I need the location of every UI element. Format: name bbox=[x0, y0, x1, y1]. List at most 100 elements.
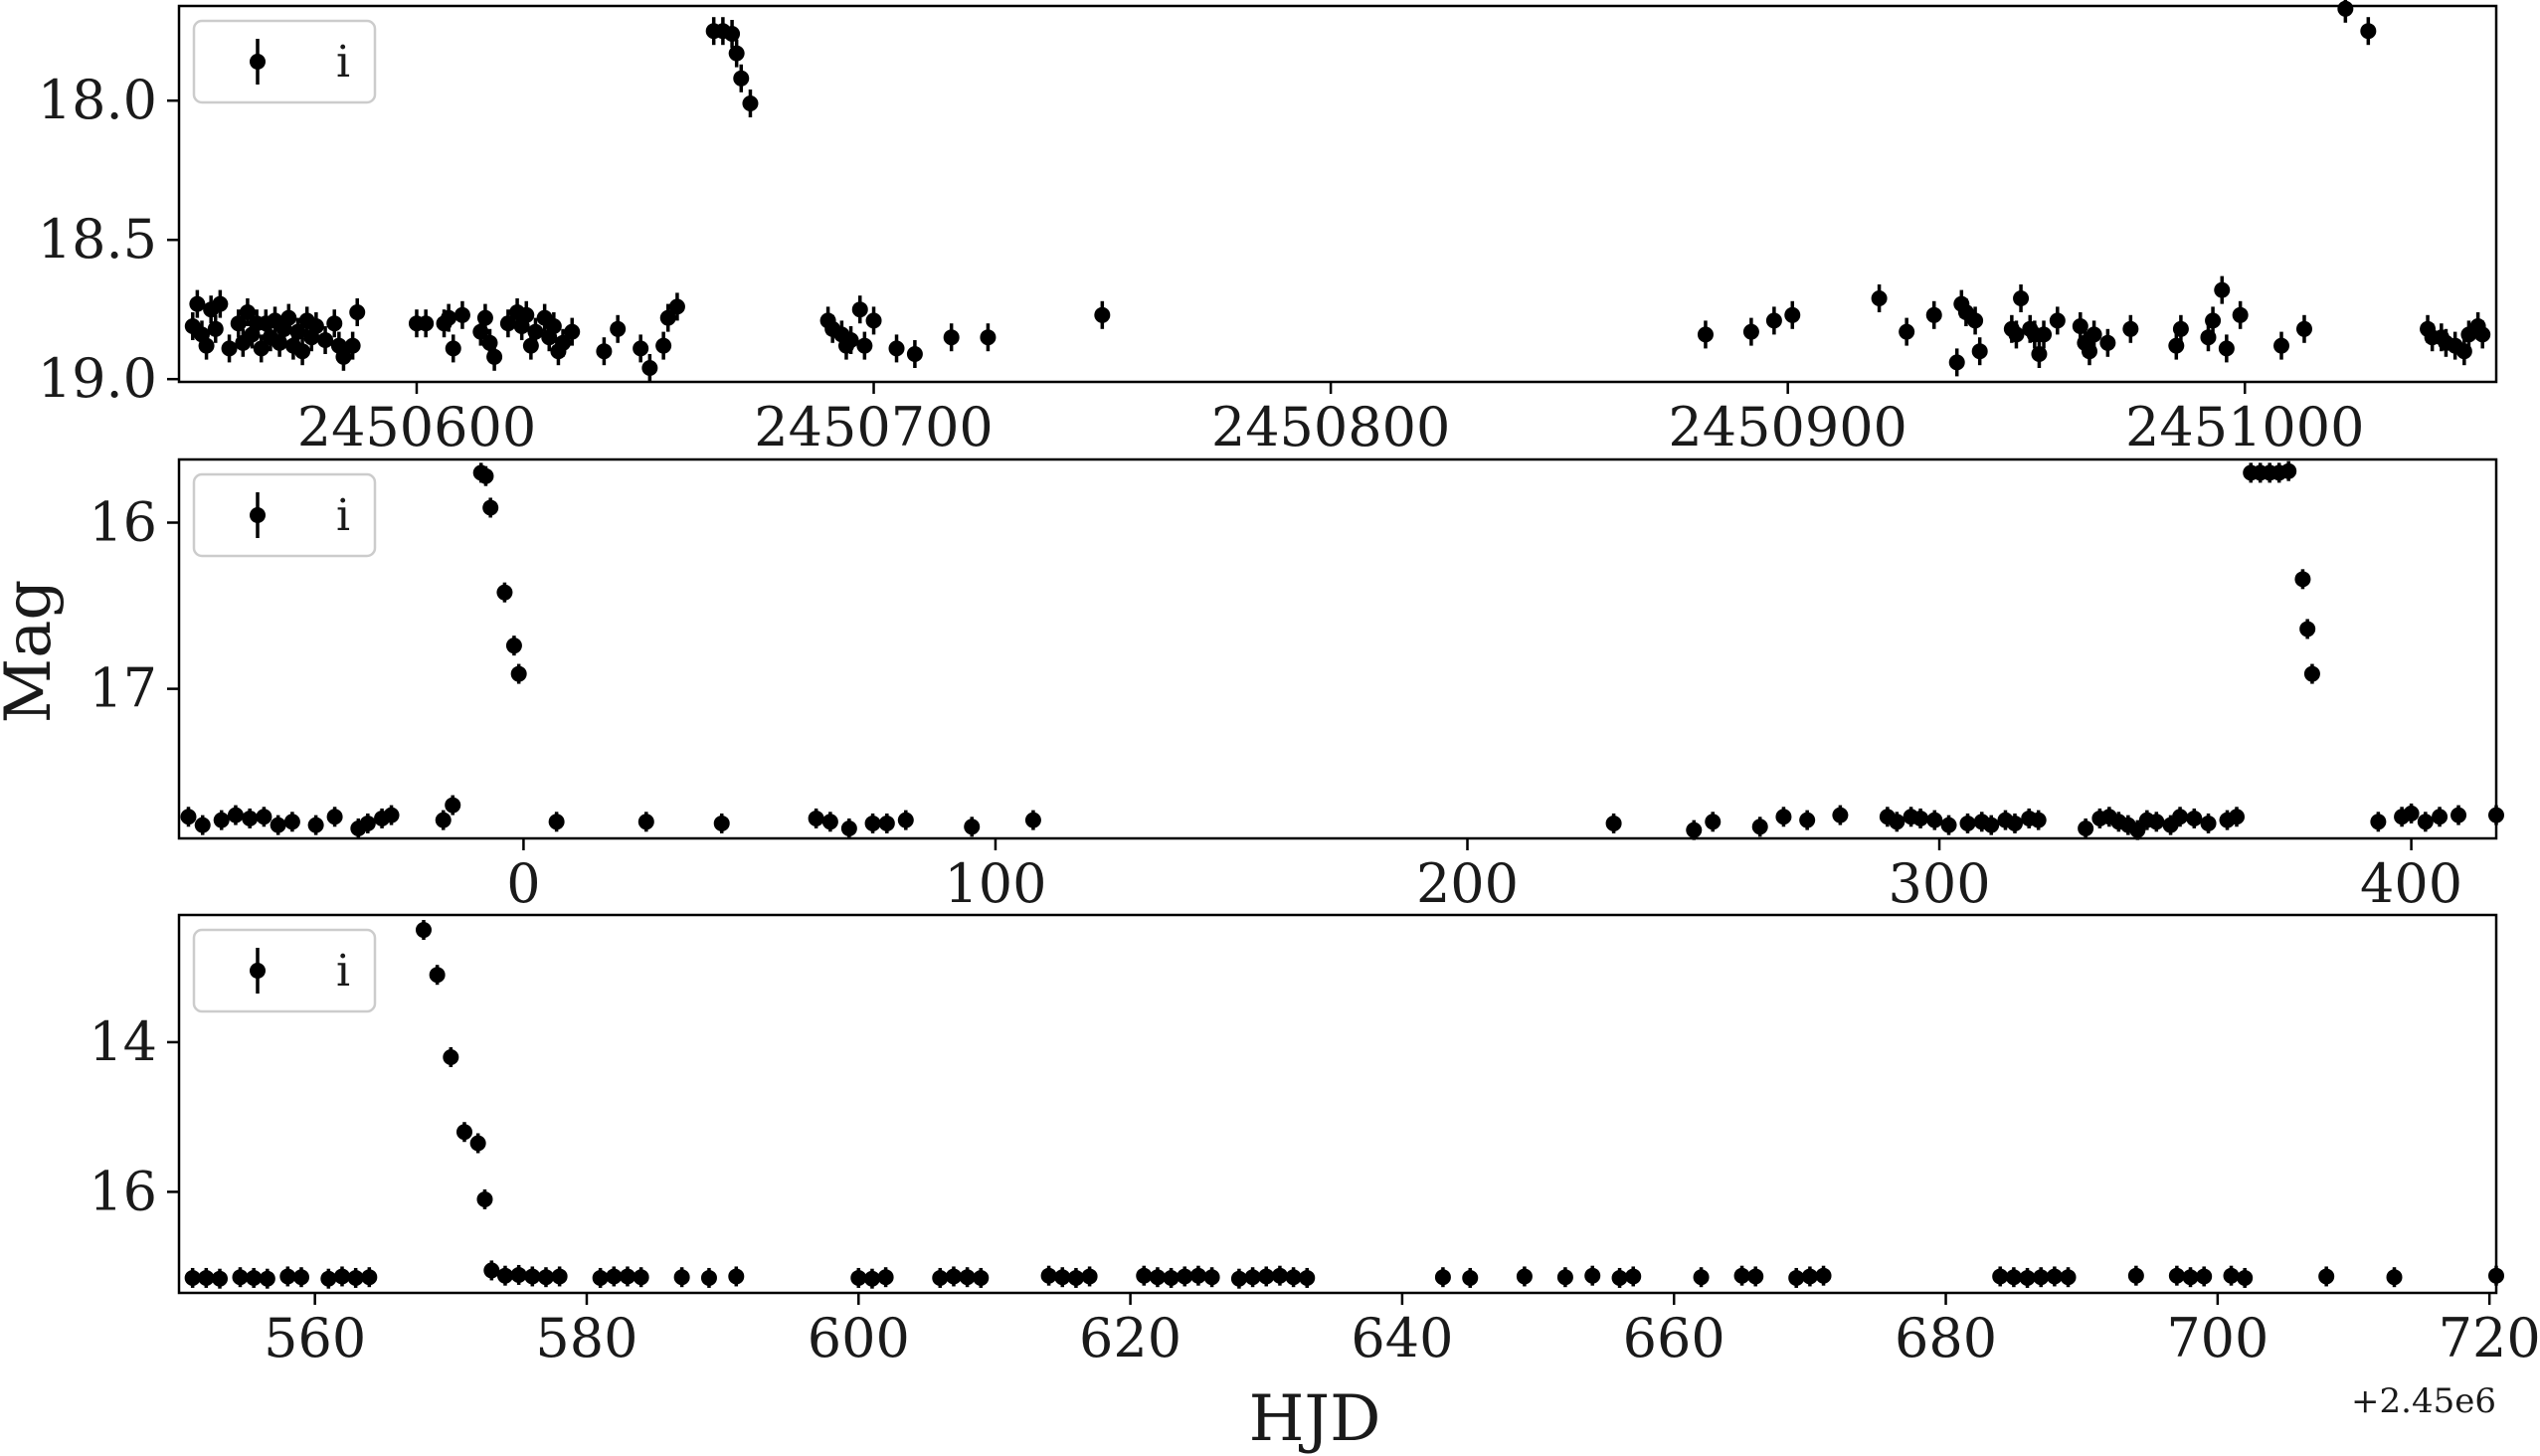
data-point bbox=[2060, 1269, 2077, 1286]
data-point bbox=[1024, 812, 1041, 828]
data-point bbox=[212, 295, 229, 312]
data-point bbox=[1912, 810, 1929, 826]
data-point bbox=[482, 499, 499, 516]
data-point bbox=[2432, 809, 2449, 825]
data-point bbox=[486, 348, 503, 365]
data-point bbox=[943, 329, 960, 346]
data-point bbox=[333, 1268, 350, 1285]
data-point bbox=[518, 306, 535, 323]
x-tick-label: 640 bbox=[1351, 1307, 1453, 1369]
data-point bbox=[445, 340, 461, 357]
data-point bbox=[733, 70, 750, 87]
data-point bbox=[349, 304, 366, 320]
data-point bbox=[1271, 1267, 1288, 1284]
data-point bbox=[256, 809, 272, 825]
data-point bbox=[1067, 1269, 1084, 1286]
data-point bbox=[242, 810, 259, 826]
data-point bbox=[359, 815, 376, 831]
data-point bbox=[1751, 819, 1768, 835]
data-point bbox=[1733, 1267, 1750, 1284]
panel-bottom: 560 580 600 620 640 660 680 700 720 14 16 i bbox=[89, 913, 2540, 1369]
data-point bbox=[2186, 810, 2203, 826]
data-point bbox=[2294, 571, 2311, 588]
data-point bbox=[564, 323, 581, 340]
data-point bbox=[850, 1269, 867, 1286]
data-point bbox=[2036, 326, 2053, 343]
data-point bbox=[2318, 1268, 2335, 1285]
data-point bbox=[1889, 814, 1905, 830]
data-point bbox=[2229, 809, 2246, 825]
x-tick-label: 200 bbox=[1416, 852, 1519, 915]
data-point bbox=[194, 817, 211, 833]
data-point bbox=[659, 309, 676, 326]
data-point bbox=[211, 1270, 228, 1287]
data-point bbox=[510, 665, 527, 682]
data-point bbox=[1705, 814, 1722, 830]
data-point bbox=[2196, 1268, 2213, 1285]
data-point bbox=[1959, 815, 1976, 831]
data-point bbox=[1992, 1268, 2009, 1285]
data-point bbox=[361, 1269, 378, 1286]
data-point bbox=[655, 337, 672, 354]
data-point bbox=[724, 26, 741, 42]
plot-frame bbox=[177, 913, 2498, 1295]
data-point bbox=[2049, 312, 2066, 329]
data-point bbox=[2005, 1269, 2022, 1286]
data-point bbox=[1775, 809, 1792, 825]
data-point bbox=[700, 1269, 717, 1286]
data-point bbox=[270, 817, 286, 833]
data-point bbox=[477, 467, 494, 484]
data-point bbox=[545, 318, 562, 334]
data-point bbox=[1801, 1268, 1818, 1285]
data-point bbox=[1285, 1269, 1302, 1286]
data-point bbox=[959, 1269, 976, 1286]
data-point bbox=[1693, 1269, 1710, 1286]
data-point bbox=[483, 1262, 500, 1279]
y-tick-label: 18.5 bbox=[38, 208, 157, 271]
data-point bbox=[1926, 812, 1943, 828]
legend-label: i bbox=[336, 37, 350, 88]
data-point bbox=[524, 1268, 541, 1285]
data-point bbox=[232, 1269, 249, 1286]
data-point bbox=[555, 334, 572, 351]
data-point bbox=[2172, 809, 2189, 825]
data-point bbox=[344, 337, 361, 354]
data-point bbox=[2474, 326, 2491, 343]
data-point bbox=[1244, 1269, 1261, 1286]
x-tick-label: 720 bbox=[2439, 1307, 2540, 1369]
data-point bbox=[932, 1269, 949, 1286]
data-point bbox=[1189, 1267, 1206, 1284]
x-tick-label: 300 bbox=[1889, 852, 1991, 915]
data-point bbox=[429, 967, 446, 984]
data-point bbox=[641, 360, 658, 376]
data-point bbox=[2127, 1267, 2144, 1284]
series-i bbox=[180, 460, 2504, 840]
data-point bbox=[1799, 812, 1816, 828]
legend-marker bbox=[250, 54, 266, 70]
data-point bbox=[1203, 1269, 1220, 1286]
data-point bbox=[510, 1266, 527, 1283]
x-tick-label: 600 bbox=[808, 1307, 910, 1369]
data-point bbox=[2129, 821, 2146, 838]
data-point bbox=[476, 309, 493, 326]
data-point bbox=[221, 340, 238, 357]
data-point bbox=[888, 340, 905, 357]
data-point bbox=[292, 1269, 309, 1286]
legend-label: i bbox=[336, 490, 350, 541]
data-point bbox=[1611, 1269, 1628, 1286]
data-point bbox=[246, 1269, 263, 1286]
data-point bbox=[2031, 346, 2048, 362]
data-point bbox=[964, 819, 981, 835]
data-point bbox=[713, 815, 730, 831]
data-point bbox=[633, 1269, 649, 1286]
x-tick-label: 700 bbox=[2166, 1307, 2268, 1369]
data-point bbox=[527, 323, 544, 340]
data-point bbox=[865, 312, 882, 329]
x-tick-label: 560 bbox=[264, 1307, 366, 1369]
data-point bbox=[213, 812, 230, 828]
data-point bbox=[728, 1268, 745, 1285]
data-point bbox=[335, 348, 352, 365]
data-point bbox=[633, 340, 649, 357]
x-tick-label: 2450800 bbox=[1211, 396, 1451, 458]
